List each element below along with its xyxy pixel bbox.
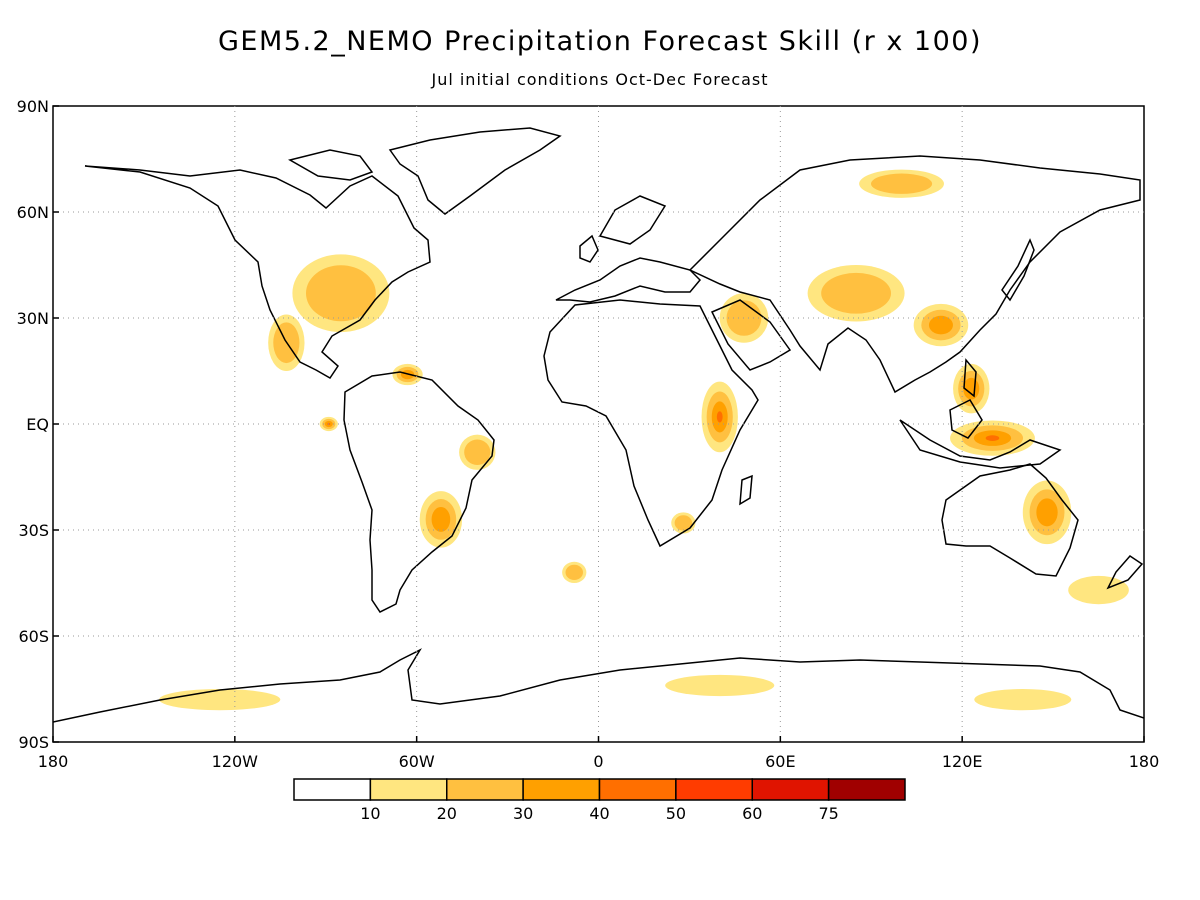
coast-new-zealand (1106, 555, 1144, 590)
lon-tick-label: 180 (38, 752, 69, 771)
chart-subtitle: Jul initial conditions Oct-Dec Forecast (431, 70, 769, 89)
colorbar-swatch (598, 778, 677, 801)
colorbar-swatch (522, 778, 601, 801)
coastlines (53, 127, 1144, 723)
coast-greenland (388, 127, 562, 215)
coast-uk (579, 234, 599, 263)
lat-tick-label: 30N (17, 309, 49, 328)
skill-region-15-level-2 (565, 564, 583, 581)
coast-antarctica (53, 648, 1144, 723)
skill-region-17-level-1 (974, 689, 1072, 711)
coast-north-america (84, 165, 431, 379)
coast-philippines (963, 358, 977, 398)
lon-tick-label: 180 (1129, 752, 1160, 771)
colorbar-label: 10 (360, 804, 380, 823)
coast-africa (543, 299, 759, 548)
lat-tick-label: 60S (18, 627, 49, 646)
colorbar-label: 60 (742, 804, 762, 823)
coast-madagascar (739, 474, 753, 506)
lon-tick-label: 120E (942, 752, 983, 771)
coast-scandinavia (598, 195, 667, 245)
coast-arctic-islands (288, 149, 374, 181)
lat-tick-label: 30S (18, 521, 49, 540)
longitude-labels: 180 120W 60W 0 60E 120E 180 (38, 736, 1160, 771)
lon-tick-label: 60W (399, 752, 435, 771)
colorbar-label: 30 (513, 804, 533, 823)
colorbar-label: 20 (437, 804, 457, 823)
coast-asia (688, 155, 1141, 394)
latitude-labels: 90N 60N 30N EQ 30S 60S 90S (17, 97, 59, 752)
skill-region-11-level-4 (985, 435, 1000, 441)
lat-tick-label: EQ (26, 415, 49, 434)
colorbar-label: 75 (818, 804, 838, 823)
skill-region-5-level-2 (464, 439, 491, 465)
skill-region-12-level-3 (1036, 498, 1058, 527)
lat-tick-label: 90S (18, 733, 49, 752)
coast-south-america (343, 371, 495, 613)
colorbar-swatch (293, 778, 372, 801)
coast-australia (941, 463, 1079, 577)
lat-tick-label: 90N (17, 97, 49, 116)
skill-region-6-level-4 (716, 411, 723, 423)
coast-japan (1001, 238, 1035, 302)
colorbar-swatch (751, 778, 830, 801)
lon-tick-label: 120W (212, 752, 259, 771)
colorbar-label: 40 (589, 804, 609, 823)
coast-indonesia (899, 419, 1062, 469)
skill-region-13-level-2 (871, 173, 933, 194)
skill-region-0-level-2 (305, 265, 376, 322)
chart-title: GEM5.2_NEMO Precipitation Forecast Skill… (218, 26, 982, 57)
skill-region-4-level-3 (431, 506, 451, 532)
coast-europe (555, 257, 702, 303)
lat-lon-grid (53, 106, 1144, 742)
lat-tick-label: 60N (17, 203, 49, 222)
skill-field (159, 169, 1129, 711)
colorbar: 10 20 30 40 50 60 75 (293, 778, 906, 823)
coast-borneo (949, 399, 983, 439)
skill-region-19-level-1 (665, 674, 775, 697)
colorbar-swatch (369, 778, 448, 801)
skill-region-18-level-1 (159, 689, 281, 711)
colorbar-label: 50 (666, 804, 686, 823)
colorbar-swatch (827, 778, 906, 801)
lon-tick-label: 60E (765, 752, 795, 771)
colorbar-swatch (446, 778, 524, 801)
skill-region-14-level-2 (674, 515, 693, 531)
lon-tick-label: 0 (593, 752, 603, 771)
skill-region-16-level-1 (1068, 575, 1129, 605)
skill-region-8-level-2 (821, 272, 892, 314)
colorbar-swatch (675, 778, 753, 801)
skill-region-9-level-3 (928, 315, 953, 335)
